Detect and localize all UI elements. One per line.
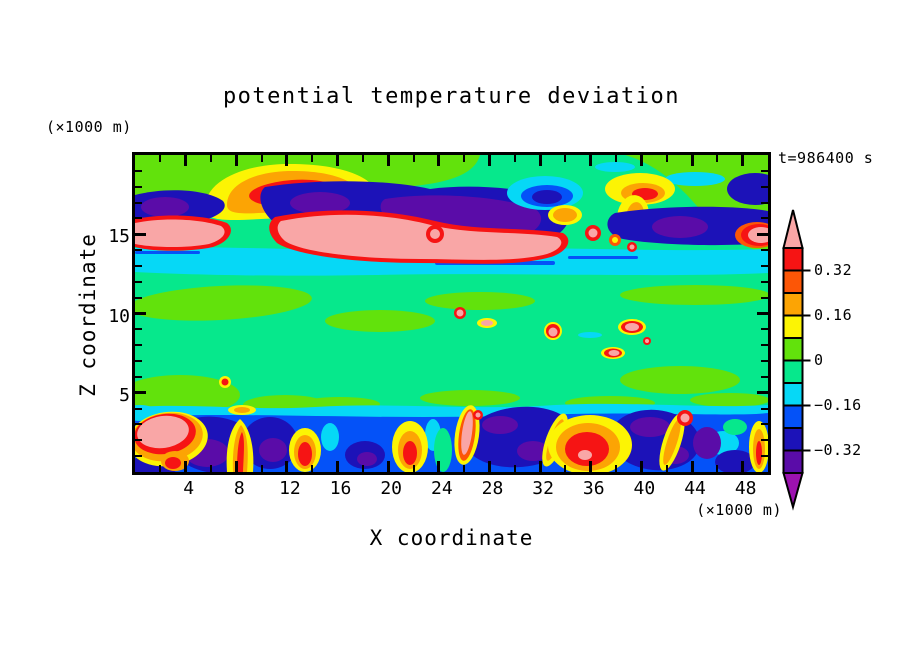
- colorbar-band: [782, 314, 804, 339]
- colorbar-band: [782, 337, 804, 362]
- x-tick-label: 36: [582, 478, 605, 499]
- page-title: potential temperature deviation: [222, 84, 681, 109]
- y-axis-unit-label: (×1000 m): [46, 118, 132, 136]
- y-tick-label: 10: [108, 305, 130, 327]
- y-tick-label: 5: [119, 384, 130, 406]
- x-tick-label: 40: [633, 478, 656, 499]
- colorbar-band: [782, 292, 804, 317]
- colorbar-tick-label: −0.32: [814, 440, 862, 459]
- x-axis-title: X coordinate: [369, 526, 534, 550]
- x-tick-label: 16: [329, 478, 352, 499]
- x-axis-unit-label: (×1000 m): [696, 501, 782, 519]
- mid-band-specks: [219, 307, 651, 388]
- x-tick-label: 4: [183, 478, 195, 499]
- colorbar-tick-label: 0.16: [814, 305, 853, 324]
- colorbar-band: [782, 269, 804, 294]
- x-tick-label: 8: [233, 478, 245, 499]
- x-tick-label: 28: [481, 478, 504, 499]
- colorbar-tick-label: −0.16: [814, 395, 862, 414]
- x-tick-label: 24: [430, 478, 453, 499]
- x-tick-label: 32: [532, 478, 554, 499]
- colorbar-band: [782, 247, 804, 272]
- boundary-layer: [135, 403, 768, 472]
- colorbar-under-arrow: [782, 472, 804, 511]
- colorbar-tick-label: 0.32: [814, 260, 853, 279]
- wave-band: [135, 163, 768, 264]
- x-tick-label: 12: [279, 478, 301, 499]
- colorbar: [782, 209, 811, 511]
- x-tick-label: 44: [684, 478, 706, 499]
- colorbar-over-arrow: [782, 209, 804, 249]
- y-tick-label: 15: [108, 226, 130, 248]
- plot-area: 4 8 12 16 20 24 28 32 36 40 44 48 5 10 15: [108, 152, 771, 499]
- colorbar-band: [782, 382, 804, 407]
- x-tick-label: 20: [380, 478, 403, 499]
- time-stamp-label: t=986400 s: [778, 149, 874, 167]
- colorbar-band: [782, 427, 804, 452]
- x-tick-label: 48: [734, 478, 757, 499]
- colorbar-tick-label: 0: [814, 350, 824, 369]
- contour-field: [135, 155, 768, 472]
- colorbar-band: [782, 359, 804, 384]
- colorbar-band: [782, 449, 804, 474]
- colorbar-band: [782, 404, 804, 429]
